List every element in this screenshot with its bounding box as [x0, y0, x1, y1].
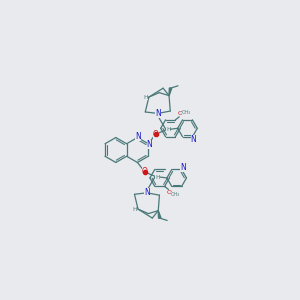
Text: CH₃: CH₃: [182, 110, 191, 115]
Text: O: O: [142, 167, 148, 176]
Text: N: N: [144, 188, 150, 197]
Text: N: N: [135, 132, 141, 141]
Text: N: N: [191, 135, 197, 144]
Text: N: N: [180, 163, 186, 172]
Text: O: O: [177, 111, 182, 116]
Text: O: O: [167, 190, 172, 196]
Text: N: N: [147, 140, 152, 149]
Text: CH₃: CH₃: [171, 192, 180, 197]
Text: H: H: [133, 207, 137, 212]
Text: N: N: [155, 109, 161, 118]
Text: H: H: [166, 127, 170, 132]
Polygon shape: [158, 211, 161, 218]
Text: O: O: [153, 130, 159, 139]
Polygon shape: [169, 88, 172, 96]
Text: H: H: [144, 94, 148, 100]
Text: H: H: [155, 175, 160, 179]
